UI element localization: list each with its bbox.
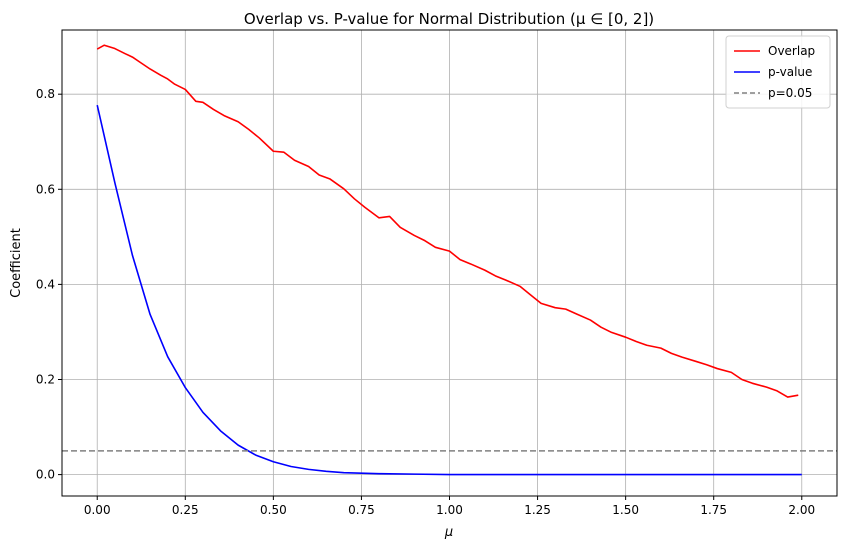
y-axis: 0.0 0.2 0.4 0.6 0.8 [36, 87, 62, 482]
x-tick-label: 0.75 [348, 503, 375, 517]
x-tick-label: 1.50 [612, 503, 639, 517]
x-axis: 0.00 0.25 0.50 0.75 1.00 1.25 1.50 1.75 2.00 [84, 496, 815, 517]
x-tick-label: 1.00 [436, 503, 463, 517]
x-tick-label: 0.00 [84, 503, 111, 517]
series-line-overlap [96, 44, 799, 398]
legend-box [725, 35, 831, 109]
x-tick-label: 0.25 [172, 503, 199, 517]
y-tick-label: 0.2 [36, 373, 55, 387]
legend-entry: Overlap [768, 44, 815, 58]
x-axis-label: μ [444, 525, 453, 540]
x-tick-label: 1.75 [700, 503, 727, 517]
y-tick-label: 0.6 [36, 182, 55, 196]
chart-title: Overlap vs. P-value for Normal Distribut… [244, 10, 654, 28]
series-line-p-value [96, 104, 802, 476]
x-tick-label: 2.00 [788, 503, 815, 517]
x-tick-label: 1.25 [524, 503, 551, 517]
legend-entry: p=0.05 [768, 86, 812, 100]
legend-entry: p-value [768, 65, 812, 79]
series-layer [62, 44, 837, 476]
y-tick-label: 0.0 [36, 468, 55, 482]
y-tick-label: 0.4 [36, 277, 55, 291]
y-tick-label: 0.8 [36, 87, 55, 101]
x-tick-label: 0.50 [260, 503, 287, 517]
y-axis-label: Coefficient [9, 228, 24, 298]
legend: Overlap p-value p=0.05 [725, 35, 831, 109]
